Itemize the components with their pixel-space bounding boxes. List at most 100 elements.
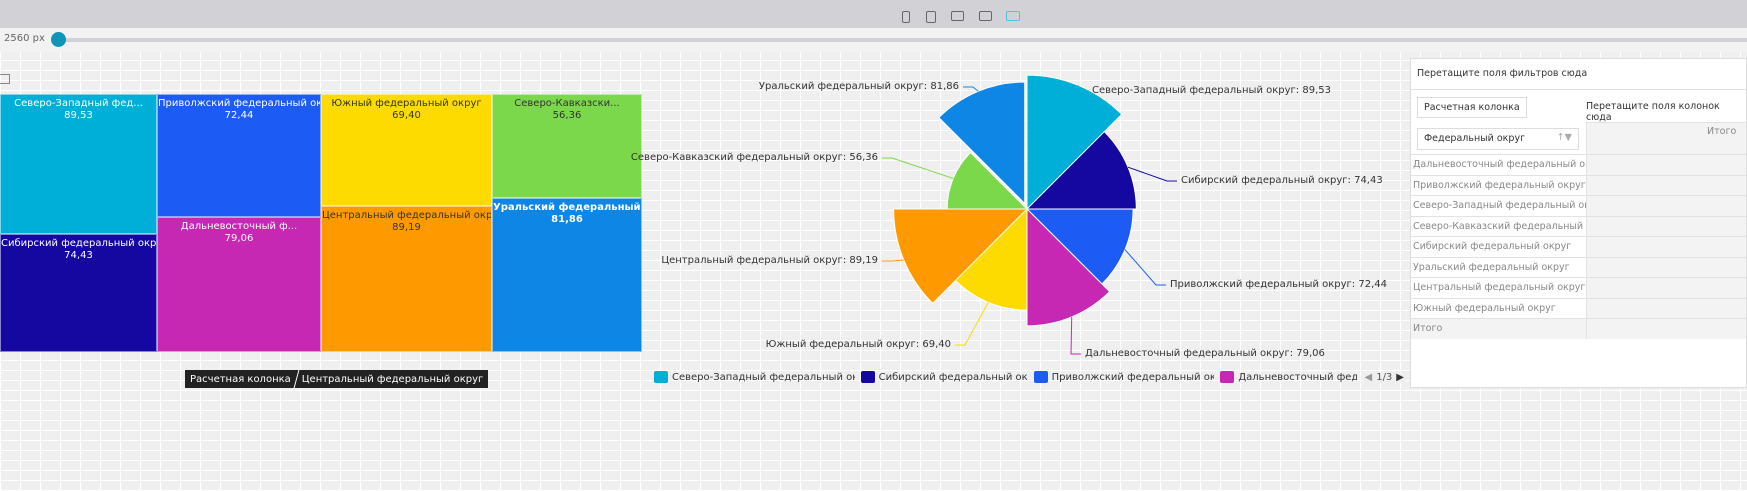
pie-data-label: Северо-Западный федеральный округ: 89,53	[1092, 85, 1331, 96]
legend-swatch	[1033, 371, 1048, 383]
row-header: Сибирский федеральный округ	[1411, 236, 1586, 257]
tile-label: Приволжский федеральный округ	[158, 98, 320, 109]
tile-label: Уральский федеральный округ	[493, 202, 641, 213]
label-connector	[955, 302, 989, 346]
tile-value: 72,44	[224, 110, 254, 121]
row-header: Дальневосточный федеральный округ	[1411, 154, 1586, 175]
width-slider-thumb[interactable]	[51, 32, 66, 47]
row-header: Центральный федеральный округ	[1411, 277, 1586, 298]
value-cell	[1586, 174, 1746, 195]
width-label: 2560 px	[4, 33, 45, 44]
legend-swatch	[654, 371, 668, 383]
tile-value: 69,40	[392, 110, 421, 121]
value-cell	[1586, 215, 1746, 236]
treemap-tile[interactable]: Сибирский федеральный округ 74,43	[0, 234, 157, 352]
value-cell	[1586, 277, 1746, 298]
expand-icon[interactable]	[0, 74, 10, 84]
label-connector	[882, 157, 954, 179]
tablet-icon[interactable]	[926, 11, 936, 23]
value-cell	[1586, 154, 1746, 175]
treemap-tile[interactable]: Северо-Кавказски... 56,36	[492, 94, 642, 198]
laptop-icon[interactable]	[951, 11, 964, 21]
pie-slice[interactable]	[946, 151, 1029, 210]
width-slider[interactable]	[58, 38, 1747, 42]
tile-label: Центральный федеральный округ	[322, 210, 492, 221]
row-header: Северо-Кавказский федеральный округ	[1411, 215, 1586, 237]
legend-item[interactable]: Северо-Западный федеральный округ	[654, 371, 855, 383]
pivot-grid: Перетащите поля фильтров сюда Расчетная …	[1410, 58, 1747, 388]
pie-slice[interactable]	[893, 208, 1029, 305]
tile-value: 79,06	[224, 233, 254, 244]
filter-hint: Перетащите поля фильтров сюда	[1417, 68, 1588, 79]
tile-value: 56,36	[552, 110, 582, 121]
tile-value: 89,19	[392, 222, 421, 233]
legend-item[interactable]: Приволжский федеральный округ	[1033, 371, 1215, 383]
legend-pager: ◀ 1/3 ▶	[1362, 371, 1406, 383]
tile-label: Дальневосточный ф...	[180, 221, 298, 232]
next-page-icon[interactable]: ▶	[1396, 371, 1404, 383]
treemap-tile[interactable]: Центральный федеральный округ 89,19	[321, 206, 492, 352]
label-connector	[1127, 166, 1177, 182]
treemap-tile[interactable]: Северо-Западный фед... 89,53	[0, 94, 157, 234]
sort-filter-icon[interactable]: ↑▼	[1556, 132, 1572, 143]
pie-data-label: Сибирский федеральный округ: 74,43	[1181, 175, 1383, 186]
tile-label: Северо-Кавказски...	[514, 98, 620, 109]
tile-value: 81,86	[551, 214, 583, 225]
pie-slice[interactable]	[938, 81, 1026, 205]
column-hint[interactable]: Перетащите поля колонок сюда	[1586, 101, 1720, 123]
total-header-cell: Итого	[1586, 122, 1746, 154]
legend-label: Сибирский федеральный округ	[878, 371, 1028, 383]
value-cell	[1586, 256, 1746, 277]
legend-label: Приволжский федеральный округ	[1051, 371, 1215, 383]
treemap-tile[interactable]: Приволжский федеральный округ72,44	[157, 94, 321, 217]
treemap-tile[interactable]: Дальневосточный ф... 79,06	[157, 217, 321, 352]
pie-slice[interactable]	[1025, 130, 1137, 210]
legend-label: Северо-Западный федеральный округ	[672, 371, 855, 383]
tile-label: Северо-Западный фед...	[14, 98, 143, 109]
treemap-tile[interactable]: Южный федеральный округ 69,40	[321, 94, 492, 206]
label-connector	[1070, 316, 1081, 355]
row-header: Уральский федеральный округ	[1411, 256, 1586, 278]
legend-item[interactable]: Сибирский федеральный округ	[860, 371, 1028, 383]
legend-swatch	[860, 371, 875, 383]
pie-data-label: Дальневосточный федеральный округ: 79,06	[1085, 348, 1325, 359]
phone-icon[interactable]	[902, 11, 910, 23]
row-header: Южный федеральный округ	[1411, 297, 1586, 319]
pie-data-label: Приволжский федеральный округ: 72,44	[1170, 279, 1387, 290]
label-connector	[963, 86, 979, 92]
pie-data-label: Уральский федеральный округ: 81,86	[758, 81, 959, 92]
breadcrumb-item[interactable]: Центральный федеральный округ	[301, 373, 484, 385]
legend-label: Дальневосточный федер	[1238, 371, 1357, 383]
value-cell	[1586, 195, 1746, 216]
label-connector	[882, 259, 904, 262]
data-field-button[interactable]: Расчетная колонка	[1417, 97, 1527, 118]
row-field-button[interactable]: Федеральный округ ↑▼	[1417, 128, 1579, 150]
pie-data-label: Центральный федеральный округ: 89,19	[661, 255, 878, 266]
width-slider-row: 2560 px	[0, 28, 1747, 52]
tile-value: 89,53	[64, 110, 93, 121]
prev-page-icon[interactable]: ◀	[1364, 371, 1373, 383]
tile-value: 74,43	[64, 250, 93, 261]
legend-item[interactable]: Дальневосточный федер	[1220, 371, 1357, 383]
filter-area[interactable]: Перетащите поля фильтров сюда	[1411, 59, 1746, 90]
label-connector	[1124, 249, 1166, 286]
label-connector	[1077, 85, 1088, 92]
desktop-icon[interactable]	[979, 11, 992, 21]
total-header: Итого	[1707, 126, 1737, 137]
treemap-tile[interactable]: Уральский федеральный округ81,86	[492, 198, 642, 352]
pie-slice[interactable]	[1026, 207, 1111, 327]
breadcrumb: Расчетная колонка Центральный федеральны…	[185, 370, 489, 388]
row-header: Приволжский федеральный округ	[1411, 174, 1586, 196]
pie-slice[interactable]	[954, 207, 1028, 311]
wide-screen-icon[interactable]	[1006, 11, 1020, 21]
tile-label: Южный федеральный округ	[331, 98, 482, 109]
pie-data-label: Южный федеральный округ: 69,40	[765, 339, 951, 350]
total-row-header: Итого	[1411, 318, 1586, 339]
row-field-label: Федеральный округ	[1424, 133, 1526, 144]
breadcrumb-item[interactable]: Расчетная колонка	[190, 373, 291, 385]
tile-label: Сибирский федеральный округ	[1, 238, 157, 249]
pie-legend: Северо-Западный федеральный округ Сибирс…	[654, 371, 1406, 383]
legend-swatch	[1220, 371, 1235, 383]
value-cell	[1586, 318, 1746, 339]
